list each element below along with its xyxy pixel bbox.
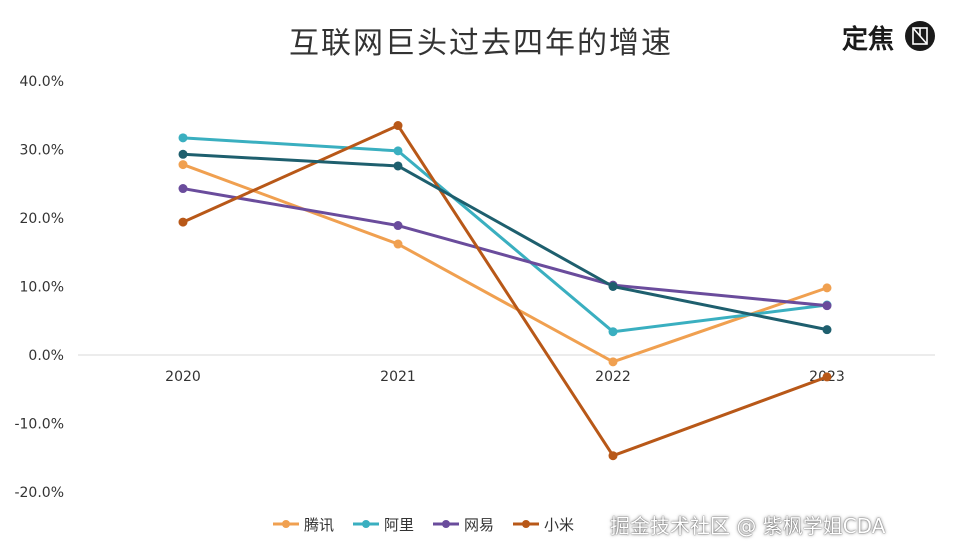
series-line [182,152,828,332]
data-point [608,451,618,461]
y-tick-label: -20.0% [14,485,64,501]
data-point [608,282,618,291]
series-3 [178,121,832,461]
y-tick-label: 10.0% [20,280,64,296]
chart-legend: 腾讯 阿里 网易 小米 [272,512,592,536]
legend-label: 网易 [464,515,495,534]
series-4 [178,149,832,335]
watermark-text: 掘金技术社区 @ 紫枫学姐CDA [610,514,886,538]
data-point [393,221,403,231]
y-tick-label: -10.0% [14,417,64,433]
series-line [182,124,828,458]
legend-swatch [513,520,540,528]
data-point [393,239,403,249]
y-tick-label: 30.0% [20,143,64,159]
data-point [178,160,188,170]
data-point [178,184,188,194]
legend-item: 阿里 [352,514,414,535]
x-tick-label: 2020 [165,369,201,385]
y-axis-tick-labels: 40.0% 30.0% 20.0% 10.0% 0.0% -10.0% -20.0% [14,74,64,501]
data-point [178,133,188,143]
series-line [182,187,828,308]
data-point [178,217,188,227]
brand-logo-text: 定焦 [842,25,895,55]
data-point [393,146,403,156]
legend-label: 小米 [544,515,575,534]
x-tick-label: 2022 [595,369,631,385]
legend-item: 小米 [512,514,574,535]
y-tick-label: 40.0% [20,74,64,90]
legend-swatch [273,520,299,528]
data-point [822,325,832,335]
y-tick-label: 0.0% [28,348,64,364]
data-point [178,149,188,159]
data-point [822,301,832,311]
legend-swatch [353,520,380,528]
brand-logo-icon [905,21,935,51]
data-point [822,283,832,293]
legend-label: 阿里 [384,515,415,534]
data-point [393,121,403,131]
chart-title: 互联网巨头过去四年的增速 [289,26,673,61]
data-point [608,327,618,337]
series-1 [178,133,832,337]
series-lines [178,121,832,461]
series-0 [178,160,832,367]
data-point [393,161,403,171]
y-tick-label: 20.0% [20,211,64,227]
legend-item: 腾讯 [272,514,334,535]
legend-swatch [433,520,460,528]
x-tick-label: 2021 [380,369,416,385]
x-axis-tick-labels: 2020202120222023 [165,369,845,385]
series-line [182,136,828,334]
data-point [608,357,618,367]
series-line [182,163,828,364]
legend-label: 腾讯 [304,515,335,534]
legend-item: 网易 [432,514,494,535]
data-point [822,372,832,382]
